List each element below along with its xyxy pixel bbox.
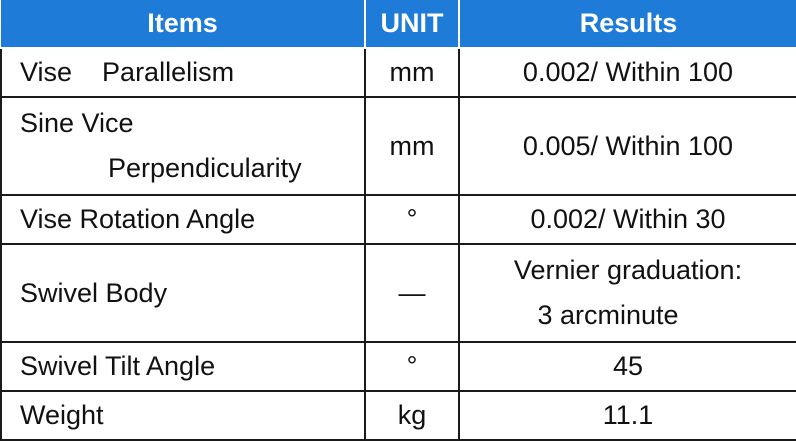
table-cell: Vise Parallelism: [0, 47, 366, 98]
cell-text: Perpendicularity: [108, 153, 302, 183]
table-cell: °: [364, 341, 460, 392]
table-cell: 11.1: [458, 390, 796, 441]
table-cell: —: [364, 243, 460, 343]
table-cell: Swivel Tilt Angle: [0, 341, 366, 392]
header-cell: Results: [458, 0, 796, 49]
cell-text: Swivel Tilt Angle: [20, 351, 216, 381]
cell-text: kg: [397, 400, 427, 430]
cell-text: —: [398, 277, 426, 308]
table-cell: 45: [458, 341, 796, 392]
table-cell: 0.002/ Within 100: [458, 47, 796, 98]
cell-text: 45: [612, 351, 644, 381]
cell-text: Swivel Body: [20, 277, 168, 308]
table-cell: 0.002/ Within 30: [458, 194, 796, 245]
cell-text: 3 arcminute: [537, 300, 679, 330]
table-cell: mm: [364, 96, 460, 196]
table-cell: Swivel Body: [0, 243, 366, 343]
table-body: Vise Parallelism mm 0.002/ Within 100 Sine …: [0, 47, 796, 441]
table-cell: mm: [364, 47, 460, 98]
table-cell: Weight: [0, 390, 366, 441]
table-header: Items UNIT Results: [1, 0, 796, 49]
table-cell: Vise Rotation Angle: [0, 194, 366, 245]
table-cell: 0.005/ Within 100: [458, 96, 796, 196]
cell-text: °: [406, 351, 418, 381]
cell-text: 0.005/ Within 100: [522, 130, 734, 161]
cell-text: mm: [389, 130, 435, 161]
header-cell: Items: [1, 0, 366, 49]
table-cell: °: [364, 194, 460, 245]
table-row: Swivel Body — Vernier graduation: 3 arcminu…: [0, 243, 796, 343]
table-cell: Sine Vice Perpendicularity: [0, 96, 366, 196]
table-cell: Vernier graduation: 3 arcminute: [458, 243, 796, 343]
cell-text: Sine Vice: [20, 108, 134, 138]
cell-text: Vise Parallelism: [20, 57, 235, 87]
header-row: Items UNIT Results: [1, 0, 796, 49]
cell-text: Vise Rotation Angle: [20, 204, 256, 234]
table-row: Swivel Tilt Angle ° 45: [0, 341, 796, 392]
table-row: Vise Parallelism mm 0.002/ Within 100: [0, 47, 796, 98]
table-row: Sine Vice Perpendicularity mm 0.005/ Within…: [0, 96, 796, 196]
table-row: Vise Rotation Angle ° 0.002/ Within 30: [0, 194, 796, 245]
cell-text: mm: [389, 57, 435, 87]
cell-text: Vernier graduation:: [513, 255, 743, 285]
cell-text: 0.002/ Within 30: [530, 204, 726, 234]
cell-text: 0.002/ Within 100: [522, 57, 734, 87]
cell-text: °: [406, 204, 418, 234]
cell-text: Weight: [20, 400, 104, 430]
cell-text: 11.1: [602, 400, 654, 430]
table-cell: kg: [364, 390, 460, 441]
header-cell: UNIT: [364, 0, 460, 49]
table-row: Weight kg 11.1: [0, 390, 796, 441]
